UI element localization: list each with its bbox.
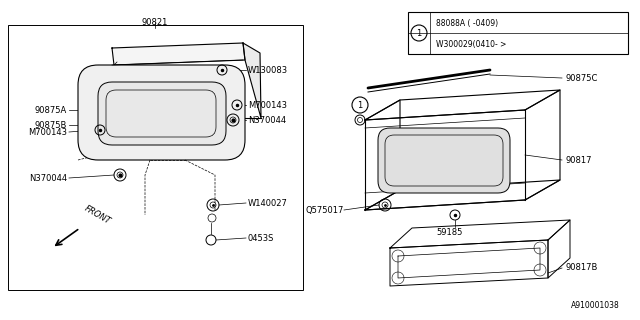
Text: N370044: N370044: [248, 116, 286, 124]
Text: 1: 1: [357, 100, 363, 109]
PathPatch shape: [78, 65, 245, 160]
Text: M700143: M700143: [28, 127, 67, 137]
Text: 88088A ( -0409): 88088A ( -0409): [436, 19, 498, 28]
Text: 90817: 90817: [566, 156, 593, 164]
Text: W140027: W140027: [248, 198, 288, 207]
Text: FRONT: FRONT: [83, 204, 113, 226]
Bar: [8, 25, 303, 290]
Text: W130083: W130083: [248, 66, 288, 75]
Text: 90817B: 90817B: [566, 263, 598, 273]
Text: A910001038: A910001038: [572, 301, 620, 310]
PathPatch shape: [378, 128, 510, 193]
Text: 90821: 90821: [142, 18, 168, 27]
Text: 90875B: 90875B: [35, 121, 67, 130]
Polygon shape: [243, 43, 261, 118]
Bar: [408, 12, 628, 54]
Text: W300029(0410- >: W300029(0410- >: [436, 39, 506, 49]
Text: 90875A: 90875A: [35, 106, 67, 115]
Polygon shape: [112, 43, 245, 65]
Text: M700143: M700143: [248, 100, 287, 109]
Text: N370044: N370044: [29, 173, 67, 182]
Text: 1: 1: [417, 28, 422, 37]
Text: 59185: 59185: [437, 228, 463, 237]
Text: 0453S: 0453S: [248, 234, 275, 243]
Text: 90875C: 90875C: [566, 74, 598, 83]
Text: Q575017: Q575017: [306, 205, 344, 214]
PathPatch shape: [98, 82, 226, 145]
